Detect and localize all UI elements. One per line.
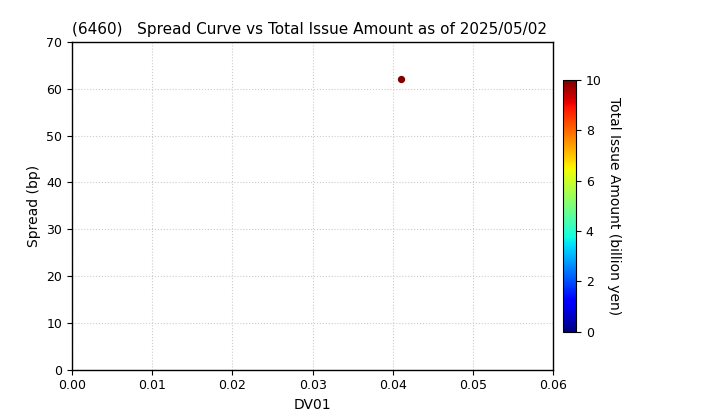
Point xyxy=(395,76,407,83)
X-axis label: DV01: DV01 xyxy=(294,398,331,412)
Y-axis label: Spread (bp): Spread (bp) xyxy=(27,165,41,247)
Y-axis label: Total Issue Amount (billion yen): Total Issue Amount (billion yen) xyxy=(607,97,621,315)
Text: (6460)   Spread Curve vs Total Issue Amount as of 2025/05/02: (6460) Spread Curve vs Total Issue Amoun… xyxy=(72,22,547,37)
